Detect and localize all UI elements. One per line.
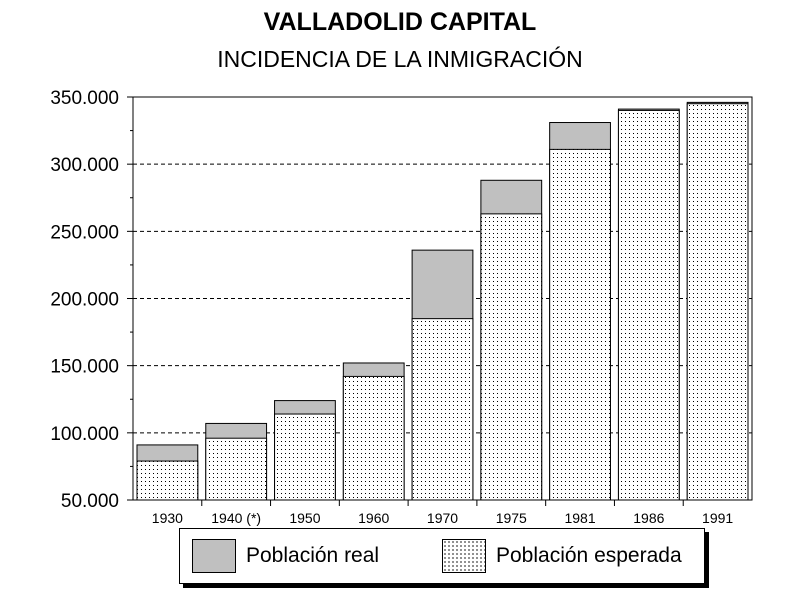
bar-poblacion-esperada [411,318,474,501]
bar-poblacion-esperada [549,148,611,501]
x-tick-label: 1940 (*) [211,510,261,526]
y-tick-label: 350.000 [50,88,119,109]
x-tick-label: 1986 [633,510,664,526]
y-tick-label: 50.000 [61,491,119,512]
chart-title: VALLADOLID CAPITAL [263,8,537,36]
x-tick-label: 1991 [702,510,733,526]
x-tick-label: 1930 [152,510,183,526]
chart-subtitle: INCIDENCIA DE LA INMIGRACIÓN [217,46,583,72]
y-tick-label: 300.000 [50,155,119,176]
bar-poblacion-esperada [274,413,336,501]
legend-swatch-esperada [442,539,486,573]
bar-poblacion-esperada [205,437,268,501]
y-tick-label: 200.000 [50,290,119,311]
y-tick-label: 100.000 [50,424,119,445]
x-tick-label: 1981 [564,510,595,526]
bar-poblacion-esperada [617,109,680,501]
x-tick-label: 1975 [496,510,527,526]
x-tick-label: 1950 [289,510,320,526]
bar-poblacion-esperada [136,460,199,501]
chart-legend: Población real Población esperada [179,528,705,584]
y-tick-label: 150.000 [50,357,119,378]
legend-item-real: Población real [192,539,379,573]
legend-item-esperada: Población esperada [442,539,682,573]
bar-poblacion-esperada [342,375,405,501]
legend-swatch-real [192,539,236,573]
y-tick-label: 250.000 [50,222,119,243]
legend-label-real: Población real [246,544,380,567]
bar-poblacion-esperada [686,103,749,501]
bar-poblacion-esperada [480,213,543,501]
x-tick-label: 1960 [358,510,389,526]
x-tick-label: 1970 [427,510,458,526]
legend-label-esperada: Población esperada [496,544,682,567]
